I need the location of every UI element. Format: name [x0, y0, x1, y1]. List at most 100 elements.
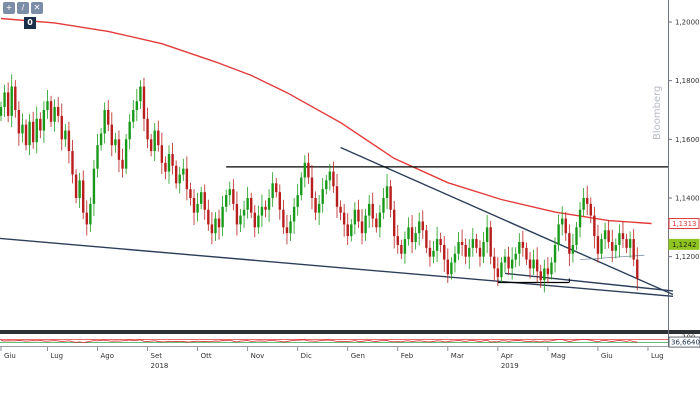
candle-body [317, 203, 321, 213]
candle-body [60, 115, 63, 140]
candle-body [632, 239, 635, 260]
y-tick-label: 1,1400 [675, 195, 700, 203]
x-year-label: 2019 [501, 362, 519, 370]
candle-body [107, 110, 110, 125]
candle-body [128, 121, 131, 140]
candle-body [589, 203, 592, 216]
candle-body [586, 198, 589, 204]
candle-body [199, 192, 203, 204]
candle-body [403, 239, 407, 254]
candle-body [518, 242, 521, 254]
candle-body [307, 162, 310, 178]
candle-body [85, 212, 88, 225]
x-tick-label: Giu [601, 352, 613, 360]
candle-body [485, 227, 489, 242]
candle-body [6, 92, 10, 116]
candle-body [139, 86, 142, 102]
x-tick-label: Nov [251, 352, 265, 360]
candle-body [46, 101, 49, 110]
candle-body [71, 151, 74, 175]
candle-body [389, 186, 392, 210]
candle-body [182, 168, 185, 175]
candle-body [621, 233, 625, 240]
x-year-label: 2018 [151, 362, 169, 370]
candle-body [157, 130, 160, 146]
rsi-line [0, 338, 638, 344]
candle-body [21, 124, 24, 134]
candle-body [582, 198, 585, 210]
candle-body [332, 171, 335, 187]
candle-body [207, 209, 210, 225]
x-tick-label: Ago [101, 352, 115, 360]
candle-body [482, 242, 485, 257]
candle-body [425, 230, 428, 248]
candle-body [535, 259, 539, 272]
candle-body [282, 209, 285, 228]
candle-body [493, 256, 496, 269]
candle-body [0, 107, 3, 116]
candle-body [325, 180, 328, 190]
candle-body [560, 218, 564, 225]
x-tick-label: Lug [651, 352, 664, 360]
candle-body [110, 124, 114, 146]
candle-body [528, 259, 532, 269]
candle-body [371, 203, 374, 219]
candle-body [346, 224, 349, 237]
draw-line-button[interactable]: / [17, 2, 29, 14]
candle-body [367, 203, 371, 216]
candle-body [42, 110, 46, 131]
x-tick-label: Giu [4, 352, 16, 360]
candle-body [3, 92, 6, 108]
candle-body [132, 110, 135, 122]
candle-body [289, 221, 292, 234]
candle-body [571, 244, 575, 254]
candle-body [192, 198, 196, 213]
candle-body [435, 239, 439, 251]
moving-average-line [0, 17, 652, 225]
candle-body [196, 203, 199, 213]
axis-strip [0, 347, 700, 400]
crosshair-button[interactable]: + [3, 2, 15, 14]
candle-body [378, 212, 382, 228]
candle-body [10, 86, 13, 116]
candle-body [335, 186, 339, 207]
price-tag [668, 238, 700, 250]
y-tick-label: 1,1800 [675, 77, 700, 85]
candle-body [625, 239, 628, 248]
candle-body [303, 162, 307, 178]
x-tick-label: Mag [551, 352, 566, 360]
candle-body [328, 171, 332, 181]
candle-body [557, 224, 560, 245]
candle-body [235, 203, 239, 225]
panel-separator[interactable] [0, 330, 700, 334]
candle-body [89, 203, 92, 225]
candle-body [414, 233, 417, 242]
candle-body [510, 259, 514, 269]
candle-body [210, 224, 214, 234]
candle-body [460, 242, 464, 245]
delete-drawing-button[interactable]: ✕ [31, 2, 43, 14]
candle-body [264, 206, 267, 210]
candle-body [39, 118, 42, 131]
candle-body [375, 218, 378, 228]
candle-body [203, 192, 206, 210]
candle-body [382, 198, 385, 213]
indicator-right-border [668, 334, 669, 346]
candle-body [246, 198, 249, 210]
support-line [504, 272, 674, 292]
candle-body [260, 206, 264, 216]
y-tick-label: 1,1600 [675, 136, 700, 144]
candle-body [271, 183, 274, 198]
candle-body [221, 206, 224, 228]
candle-body [300, 177, 303, 196]
candle-body [56, 107, 60, 116]
candle-body [153, 130, 156, 152]
candle-body [74, 174, 78, 198]
candle-body [611, 242, 614, 251]
candle-body [278, 192, 282, 210]
candle-body [507, 256, 510, 269]
pencil-icon: / [21, 3, 25, 12]
candle-body [250, 198, 253, 213]
